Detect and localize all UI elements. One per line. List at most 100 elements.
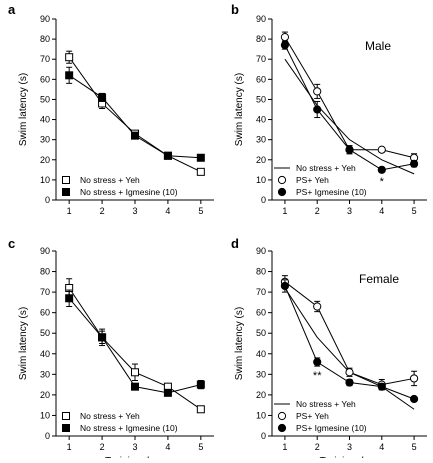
y-tick-label: 60 <box>256 74 266 84</box>
y-tick-label: 90 <box>40 14 50 24</box>
y-tick-label: 80 <box>256 267 266 277</box>
y-axis-label: Swim latency (s) <box>18 73 29 146</box>
y-tick-label: 40 <box>256 115 266 125</box>
legend-label: PS+ Yeh <box>296 411 329 421</box>
y-tick-label: 80 <box>256 34 266 44</box>
legend-label: No stress + Yeh <box>296 399 356 409</box>
data-point <box>280 33 290 42</box>
legend-marker <box>277 411 287 421</box>
y-tick-label: 80 <box>40 267 50 277</box>
sex-label: Male <box>365 39 391 53</box>
series-1 <box>284 58 415 175</box>
data-point <box>163 151 172 160</box>
y-axis-label: Swim latency (s) <box>234 73 245 146</box>
data-point <box>98 93 107 102</box>
y-tick-label: 20 <box>40 390 50 400</box>
data-point <box>377 382 386 391</box>
x-tick-label: 4 <box>379 442 384 452</box>
legend-entry: PS+ Yeh <box>277 175 329 185</box>
y-tick-label: 10 <box>256 410 266 420</box>
y-tick-label: 0 <box>45 195 50 205</box>
data-point <box>345 378 354 387</box>
legend-marker <box>62 188 70 196</box>
x-tick-label: 4 <box>165 206 170 216</box>
legend-label: PS+ Yeh <box>296 175 329 185</box>
y-tick-label: 40 <box>40 115 50 125</box>
x-tick-label: 5 <box>198 206 203 216</box>
data-point <box>345 145 354 154</box>
y-axis-label: Swim latency (s) <box>234 307 245 380</box>
series-2 <box>65 289 205 397</box>
panel-letter: c <box>8 236 15 251</box>
y-tick-label: 10 <box>40 410 50 420</box>
series-line <box>68 56 202 173</box>
data-point <box>131 131 139 140</box>
x-tick-label: 1 <box>282 442 287 452</box>
panel-b: b 0 10 20 30 40 50 60 70 80 90 1 2 3 4 5 Swim latency (s… <box>231 2 427 216</box>
data-point <box>131 368 139 377</box>
data-point <box>313 302 322 311</box>
legend-entry: No stress + Igmesine (10) <box>62 187 178 197</box>
data-point <box>65 294 74 303</box>
y-tick-label: 30 <box>256 369 266 379</box>
y-tick-label: 10 <box>40 175 50 185</box>
y-tick-label: 60 <box>40 74 50 84</box>
x-tick-label: 3 <box>132 206 137 216</box>
y-tick-label: 80 <box>40 34 50 44</box>
y-tick-label: 40 <box>40 349 50 359</box>
y-tick-label: 30 <box>256 135 266 145</box>
series-3 <box>280 40 419 174</box>
legend-entry: PS+ Igmesine (10) <box>277 187 367 197</box>
y-tick-label: 30 <box>40 135 50 145</box>
legend-label: PS+ Igmesine (10) <box>296 187 367 197</box>
legend-label: No stress + Igmesine (10) <box>80 423 178 433</box>
legend-marker <box>62 412 70 420</box>
x-tick-label: 2 <box>315 206 320 216</box>
x-tick-label: 5 <box>198 442 203 452</box>
series-line <box>68 287 202 410</box>
x-tick-label: 3 <box>347 442 352 452</box>
legend-label: No stress + Igmesine (10) <box>80 187 178 197</box>
legend-entry: No stress + Yeh <box>62 411 140 421</box>
y-tick-label: 0 <box>261 195 266 205</box>
legend-marker <box>62 424 70 432</box>
data-point <box>377 145 386 154</box>
x-tick-label: 1 <box>67 442 72 452</box>
y-tick-label: 40 <box>256 349 266 359</box>
y-tick-label: 70 <box>40 54 50 64</box>
data-point <box>345 368 354 377</box>
panel-c: c 0 10 20 30 40 50 60 70 80 90 1 2 3 4 5 Swim latency (s… <box>8 236 214 463</box>
y-tick-label: 0 <box>261 431 266 441</box>
data-point <box>98 333 107 342</box>
panel-a: a 0 10 20 30 40 50 60 70 80 90 1 2 3 4 5 Swim latency (s… <box>8 2 214 216</box>
series-line <box>284 58 415 175</box>
y-tick-label: 70 <box>40 287 50 297</box>
legend-label: No stress + Yeh <box>80 411 140 421</box>
series-line <box>68 74 201 159</box>
y-tick-label: 50 <box>256 94 266 104</box>
data-point <box>313 357 322 367</box>
panel-letter: a <box>8 2 16 17</box>
legend-marker <box>62 176 70 184</box>
x-tick-label: 2 <box>100 442 105 452</box>
y-tick-label: 20 <box>256 390 266 400</box>
significance-annotation: * <box>380 176 385 188</box>
legend-marker <box>277 423 287 433</box>
data-point <box>409 374 419 383</box>
data-point <box>280 41 290 50</box>
data-point <box>196 153 205 162</box>
y-tick-label: 10 <box>256 175 266 185</box>
sex-label: Female <box>359 272 399 286</box>
series-2 <box>65 66 205 162</box>
y-tick-label: 70 <box>256 54 266 64</box>
data-point <box>65 71 74 80</box>
legend-label: No stress + Yeh <box>296 163 356 173</box>
x-tick-label: 2 <box>100 206 105 216</box>
legend-entry: No stress + Yeh <box>274 399 356 409</box>
y-axis-label: Swim latency (s) <box>18 307 29 380</box>
x-tick-label: 1 <box>67 206 72 216</box>
legend-entry: No stress + Yeh <box>62 175 140 185</box>
y-tick-label: 60 <box>256 308 266 318</box>
